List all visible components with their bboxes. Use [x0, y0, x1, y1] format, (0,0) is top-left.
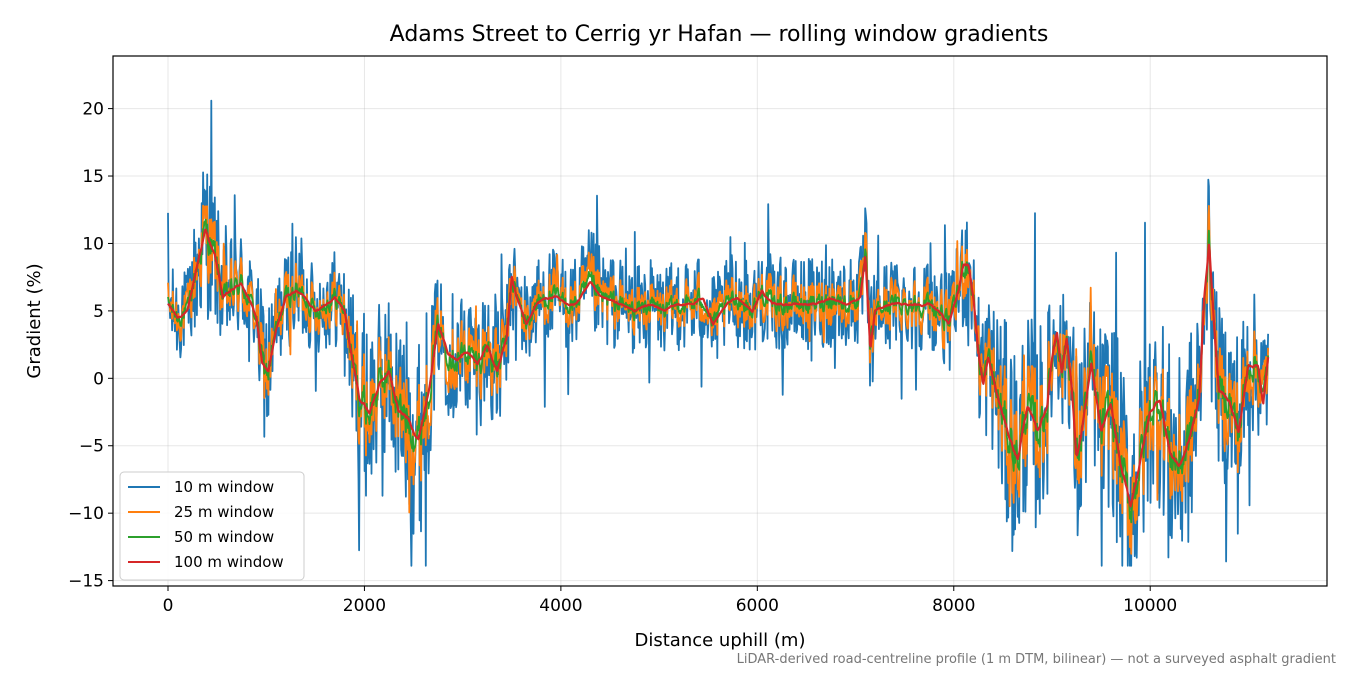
- footnote: LiDAR-derived road-centreline profile (1…: [736, 652, 1336, 667]
- chart-title: Adams Street to Cerrig yr Hafan — rollin…: [390, 22, 1049, 47]
- y-tick-label: 20: [82, 100, 104, 120]
- x-axis-label: Distance uphill (m): [635, 630, 806, 651]
- series-line-2: [167, 204, 1269, 555]
- y-axis-ticks: −15 −10 −5 0 5 10 15 20: [68, 100, 113, 592]
- x-tick-label: 8000: [932, 596, 975, 616]
- legend-label: 25 m window: [174, 503, 274, 521]
- x-axis-ticks: 0 2000 4000 6000 8000 10000: [163, 586, 1177, 616]
- legend-label: 100 m window: [174, 553, 284, 571]
- legend-label: 10 m window: [174, 478, 274, 496]
- legend-label: 50 m window: [174, 528, 274, 546]
- y-tick-label: −15: [68, 572, 104, 592]
- y-tick-label: 15: [82, 167, 104, 187]
- x-tick-label: 2000: [343, 596, 386, 616]
- x-tick-label: 0: [163, 596, 174, 616]
- series-line-4: [167, 228, 1270, 508]
- x-tick-label: 10000: [1123, 596, 1177, 616]
- y-tick-label: 0: [93, 369, 104, 389]
- y-tick-label: 5: [93, 302, 104, 322]
- y-tick-label: −10: [68, 504, 104, 524]
- y-tick-label: 10: [82, 234, 104, 254]
- series-layer: [167, 99, 1270, 567]
- y-tick-label: −5: [79, 437, 104, 457]
- legend-box: [119, 471, 305, 581]
- x-tick-label: 4000: [539, 596, 582, 616]
- y-axis-label: Gradient (%): [24, 263, 45, 378]
- x-tick-label: 6000: [736, 596, 779, 616]
- plot-frame: [112, 55, 1328, 587]
- grid-lines: [113, 56, 1327, 586]
- legend: 10 m window 25 m window 50 m window 100 m w…: [119, 471, 305, 581]
